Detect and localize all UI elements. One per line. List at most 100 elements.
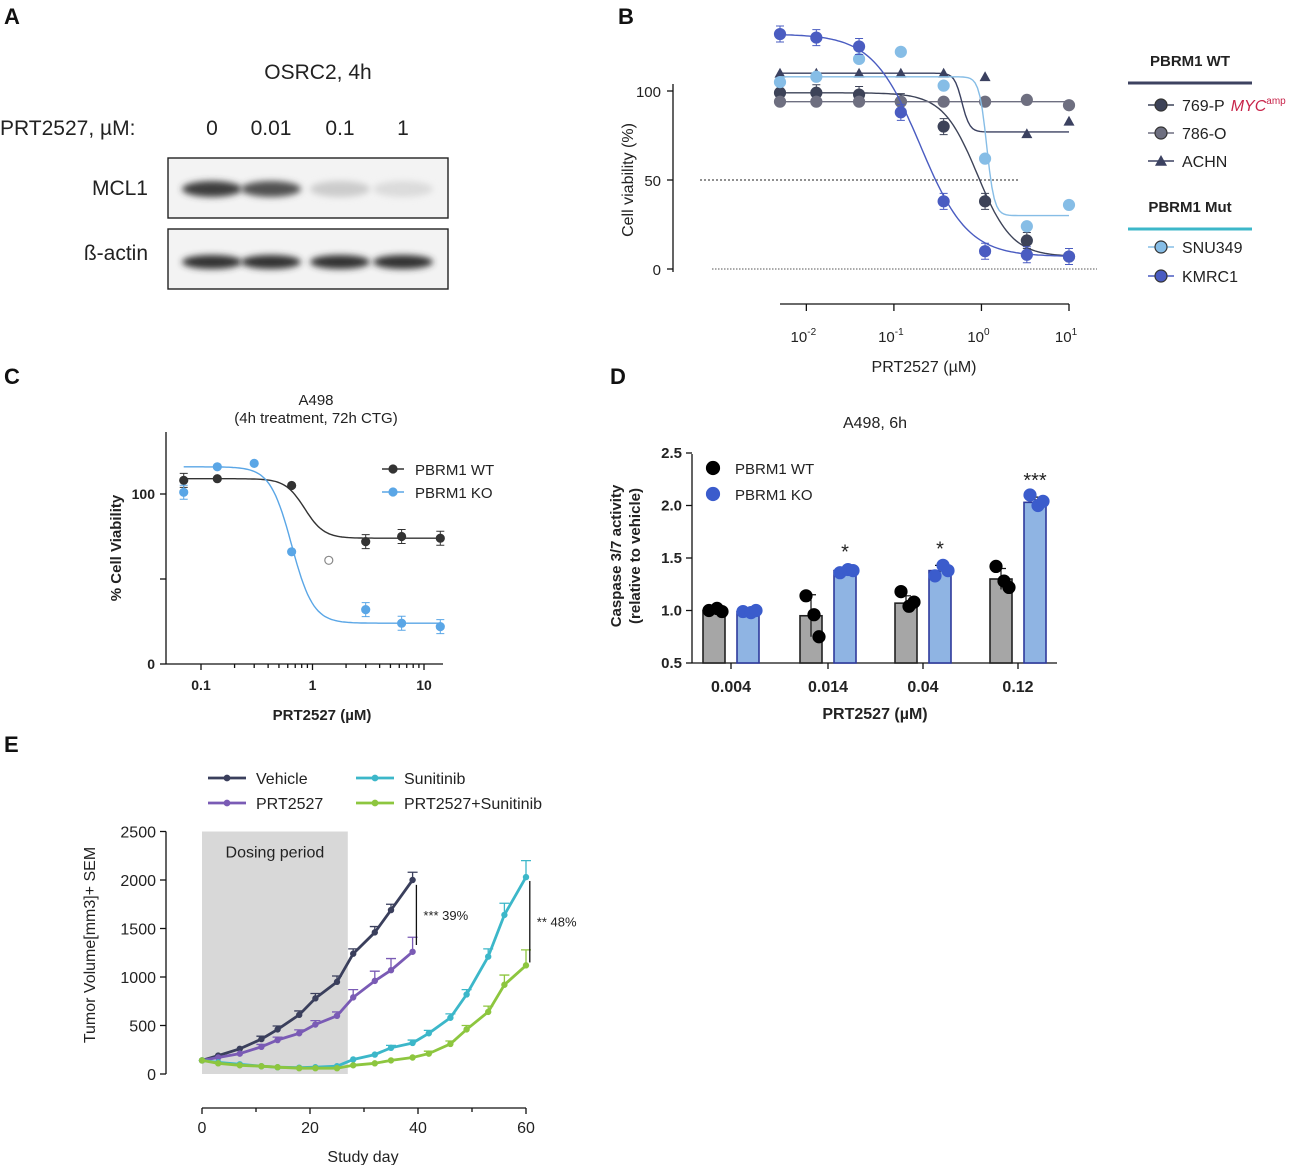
chart-d-point	[894, 584, 908, 599]
blot-band	[182, 181, 242, 197]
chart-b-point	[978, 152, 992, 165]
chart-e-point	[350, 1056, 357, 1063]
chart-e-point	[214, 1060, 222, 1067]
chart-b-point	[773, 27, 787, 41]
blot-dose-0: 0	[206, 117, 218, 140]
chart-d-point	[799, 589, 813, 603]
chart-b-point	[1020, 220, 1033, 233]
blot-band	[373, 181, 433, 197]
chart-e-point	[387, 1044, 395, 1052]
chart-d-point	[749, 603, 763, 618]
chart-e-point	[387, 1057, 395, 1064]
chart-c-xlabel: PRT2527 (µM)	[273, 707, 372, 724]
chart-e-ylabel: Tumor Volume[mm3]+ SEM	[82, 847, 99, 1043]
chart-e-point	[371, 1060, 378, 1067]
chart-e-point	[409, 948, 416, 955]
chart-d-ytick-label: 0.5	[661, 655, 682, 672]
chart-c-point	[397, 618, 407, 628]
chart-e-point	[371, 929, 378, 936]
panel-e: E Dosing period 0 500 1000 1500 2000 2500 0 20 40…	[4, 732, 577, 1165]
chart-d-bar	[928, 569, 952, 664]
chart-b-xtick-label: 10-2	[791, 327, 817, 346]
chart-b-point	[978, 245, 992, 258]
chart-e-point	[409, 1054, 416, 1061]
chart-c-fit-PBRM1 KO	[183, 466, 441, 624]
chart-b-point	[895, 67, 907, 78]
chart-b-point	[979, 71, 991, 82]
chart-e-point	[447, 1040, 454, 1048]
chart-c-viability: 0 100 0.1 1 10 PBRM1 WT PBRM1 KO	[132, 432, 494, 693]
chart-b-point	[894, 106, 907, 119]
chart-b-fit-769-P	[780, 92, 1070, 257]
chart-d-legend-marker	[705, 486, 721, 502]
chart-c-legend-label: PBRM1 WT	[415, 462, 494, 479]
chart-e-point	[274, 1064, 281, 1071]
panel-letter-e: E	[4, 732, 19, 757]
chart-e-point	[312, 1021, 319, 1028]
chart-e-ytick-label: 2500	[120, 825, 156, 842]
chart-c-legend-marker	[388, 487, 398, 497]
chart-e-point	[350, 994, 357, 1001]
chart-d-legend-marker	[705, 460, 721, 476]
chart-e-point	[371, 977, 378, 985]
chart-e-xtick-label: 0	[198, 1120, 207, 1137]
chart-c-ytick-label: 100	[132, 486, 156, 502]
chart-e-point	[296, 1064, 303, 1072]
chart-e-point	[425, 1050, 432, 1057]
chart-d-ylabel2: (relative to vehicle)	[627, 488, 644, 624]
chart-d-ytick-label: 1.0	[661, 603, 682, 620]
chart-b-ylabel: Cell viability (%)	[620, 123, 637, 237]
chart-c-legend-marker	[388, 464, 398, 474]
chart-b-xlabel: PRT2527 (µM)	[872, 359, 977, 376]
chart-b-legend-label: 769-P MYCamp	[1182, 96, 1286, 115]
chart-d-significance: *	[936, 538, 944, 560]
chart-e-ytick-label: 0	[147, 1067, 156, 1084]
chart-b-point	[774, 67, 786, 78]
chart-c-subtitle: (4h treatment, 72h CTG)	[234, 410, 397, 427]
chart-e-xtick-label: 40	[409, 1120, 427, 1137]
chart-b-point	[978, 195, 992, 208]
chart-b-point	[1062, 198, 1076, 212]
blot-band	[182, 255, 242, 269]
chart-e-bracket-label: ** 48%	[537, 915, 577, 930]
chart-d-point	[715, 604, 729, 619]
chart-d-point	[1002, 580, 1016, 595]
chart-c-xtick-label: 0.1	[191, 677, 211, 693]
chart-c-point	[435, 621, 445, 632]
chart-b-ytick-label: 100	[636, 84, 661, 101]
chart-e-dosing-period-label: Dosing period	[226, 845, 325, 862]
chart-c-xtick-label: 1	[309, 677, 317, 693]
chart-e-point	[371, 1051, 378, 1058]
chart-e-point	[258, 1043, 265, 1051]
chart-b-point	[810, 70, 823, 83]
chart-e-point	[274, 1026, 281, 1033]
chart-b-point	[1020, 93, 1033, 107]
chart-d-point	[928, 569, 942, 583]
western-blot	[167, 157, 449, 290]
chart-b-legend-label: ACHN	[1182, 154, 1227, 171]
chart-b-point	[1021, 128, 1033, 139]
chart-d-bar	[833, 569, 857, 664]
chart-e-point	[296, 1011, 303, 1019]
chart-b-ytick-label: 0	[653, 262, 661, 279]
chart-e-point	[409, 876, 416, 884]
chart-b-point	[1020, 248, 1033, 261]
chart-c-point	[212, 462, 222, 472]
panel-letter-d: D	[610, 364, 626, 389]
chart-b-point	[938, 67, 950, 78]
chart-e-point	[198, 1057, 206, 1064]
chart-d-legend-label: PBRM1 KO	[735, 487, 813, 504]
chart-e-point	[485, 953, 492, 960]
chart-e-legend-marker	[371, 774, 379, 782]
chart-d-significance: *	[841, 542, 849, 564]
chart-d-ylabel: Caspase 3/7 activity	[608, 484, 625, 627]
chart-e-xlabel: Study day	[327, 1149, 398, 1165]
panel-a: A OSRC2, 4h PRT2527, µM: 0 0.01 0.1 1 MC…	[0, 4, 449, 290]
chart-e-ytick-label: 1000	[120, 970, 156, 987]
chart-b-xtick-label: 10-1	[878, 327, 904, 346]
chart-e-point	[501, 911, 508, 919]
chart-e-xtick-label: 20	[301, 1120, 319, 1137]
chart-b-xtick-label: 101	[1055, 327, 1078, 346]
chart-b-point	[1020, 234, 1033, 247]
chart-b-fit-SNU349	[780, 76, 1069, 217]
